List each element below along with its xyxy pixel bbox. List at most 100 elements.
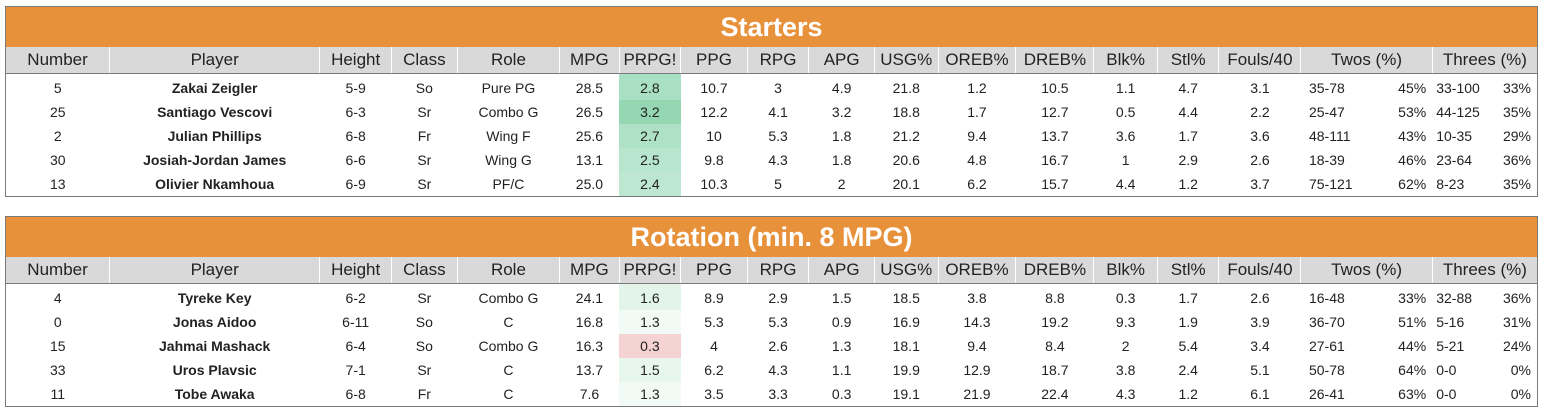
table-row: 11 Tobe Awaka 6-8 Fr C 7.6 1.3 3.5 3.3 0.3 19.1 21.… <box>6 382 1537 406</box>
header-row: Number Player Height Class Role MPG PRPG… <box>6 47 1537 74</box>
table-row: 33 Uros Plavsic 7-1 Sr C 13.7 1.5 6.2 4.3 1.1 19.9… <box>6 358 1537 382</box>
cell-ppg: 6.2 <box>704 362 724 378</box>
cell-twos-pct: 43% <box>1398 128 1427 144</box>
col-ppg: PPG <box>680 47 748 74</box>
cell-twos-made: 35-78 <box>1308 80 1345 96</box>
cell-apg: 1.8 <box>831 152 852 168</box>
cell-twos-made: 48-111 <box>1308 128 1351 144</box>
cell-prpg: 1.5 <box>619 358 681 382</box>
cell-oreb: 6.2 <box>967 176 987 192</box>
cell-usg: 18.8 <box>892 104 920 120</box>
cell-stl: 4.4 <box>1178 104 1198 120</box>
cell-apg: 1.8 <box>831 128 852 144</box>
cell-twos-pct: 53% <box>1398 104 1427 120</box>
col-stl: Stl% <box>1157 257 1220 284</box>
cell-oreb: 1.7 <box>967 104 987 120</box>
cell-threes-pct: 35% <box>1502 176 1531 192</box>
cell-rpg: 2.6 <box>768 338 788 354</box>
cell-dreb: 13.7 <box>1041 128 1069 144</box>
cell-twos-pct: 33% <box>1398 290 1427 306</box>
cell-dreb: 8.4 <box>1045 338 1065 354</box>
cell-threes-made: 44-125 <box>1436 104 1480 120</box>
cell-threes-made: 23-64 <box>1436 152 1473 168</box>
cell-role: Pure PG <box>481 80 536 96</box>
table-body: 4 Tyreke Key 6-2 Sr Combo G 24.1 1.6 8.9 2.9 1.5 1… <box>6 283 1537 406</box>
cell-stl: 1.9 <box>1178 314 1198 330</box>
cell-fouls: 2.6 <box>1250 152 1270 168</box>
cell-number: 5 <box>53 80 62 96</box>
starters-table: Starters Number Player Height Class Role… <box>5 6 1538 197</box>
cell-threes-pct: 0% <box>1510 362 1531 378</box>
col-dreb: DREB% <box>1015 257 1095 284</box>
cell-apg: 1.1 <box>831 362 852 378</box>
col-usg: USG% <box>874 257 939 284</box>
cell-stl: 2.4 <box>1178 362 1198 378</box>
cell-twos-made: 27-61 <box>1308 338 1345 354</box>
cell-role: C <box>503 386 514 402</box>
cell-stl: 4.7 <box>1178 80 1198 96</box>
cell-blk: 3.8 <box>1115 362 1136 378</box>
cell-ppg: 12.2 <box>700 104 728 120</box>
col-twos: Twos (%) <box>1300 47 1433 74</box>
cell-ppg: 8.9 <box>704 290 724 306</box>
cell-threes-pct: 36% <box>1502 290 1531 306</box>
cell-dreb: 19.2 <box>1041 314 1069 330</box>
table-row: 25 Santiago Vescovi 6-3 Sr Combo G 26.5 3.2 12.… <box>6 100 1537 124</box>
cell-twos-made: 16-48 <box>1308 290 1345 306</box>
cell-blk: 4.4 <box>1115 176 1136 192</box>
col-mpg: MPG <box>559 47 620 74</box>
cell-number: 4 <box>53 290 62 306</box>
col-apg: APG <box>808 257 875 284</box>
cell-class: Sr <box>417 104 432 120</box>
col-player: Player <box>109 47 321 74</box>
cell-height: 6-3 <box>345 104 366 120</box>
col-fouls: Fouls/40 <box>1218 257 1302 284</box>
cell-height: 6-4 <box>345 338 366 354</box>
table-row: 5 Zakai Zeigler 5-9 So Pure PG 28.5 2.8 10.7 3 4.… <box>6 73 1537 100</box>
cell-threes-pct: 31% <box>1502 314 1531 330</box>
cell-mpg: 24.1 <box>575 290 604 306</box>
cell-mpg: 13.1 <box>575 152 604 168</box>
cell-apg: 0.9 <box>831 314 852 330</box>
cell-mpg: 13.7 <box>575 362 604 378</box>
col-oreb: OREB% <box>938 47 1017 74</box>
cell-blk: 1.1 <box>1115 80 1136 96</box>
cell-rpg: 3 <box>774 80 782 96</box>
cell-number: 30 <box>49 152 66 168</box>
cell-dreb: 18.7 <box>1041 362 1069 378</box>
cell-number: 2 <box>53 128 62 144</box>
cell-role: Wing G <box>485 152 532 168</box>
cell-blk: 0.3 <box>1115 290 1136 306</box>
col-player: Player <box>109 257 321 284</box>
cell-player: Josiah-Jordan James <box>143 152 287 168</box>
cell-height: 7-1 <box>345 362 366 378</box>
cell-player: Jahmai Mashack <box>159 338 271 354</box>
cell-height: 6-2 <box>345 290 366 306</box>
table-row: 2 Julian Phillips 6-8 Fr Wing F 25.6 2.7 10 5.3 1… <box>6 124 1537 148</box>
cell-class: Sr <box>417 176 432 192</box>
cell-dreb: 10.5 <box>1041 80 1069 96</box>
cell-blk: 2 <box>1121 338 1130 354</box>
cell-stl: 2.9 <box>1178 152 1198 168</box>
cell-dreb: 12.7 <box>1041 104 1069 120</box>
cell-rpg: 4.1 <box>768 104 788 120</box>
stats-table: Number Player Height Class Role MPG PRPG… <box>6 47 1537 196</box>
cell-fouls: 2.6 <box>1250 290 1270 306</box>
cell-ppg: 4 <box>710 338 718 354</box>
col-height: Height <box>319 257 393 284</box>
cell-fouls: 6.1 <box>1250 386 1270 402</box>
cell-height: 6-6 <box>345 152 366 168</box>
cell-mpg: 25.0 <box>575 176 604 192</box>
cell-player: Zakai Zeigler <box>171 80 258 96</box>
cell-apg: 1.3 <box>831 338 852 354</box>
cell-prpg: 2.5 <box>619 148 681 172</box>
section-title: Rotation (min. 8 MPG) <box>6 217 1537 257</box>
cell-class: So <box>415 80 433 96</box>
col-oreb: OREB% <box>938 257 1017 284</box>
cell-ppg: 3.5 <box>704 386 724 402</box>
col-blk: Blk% <box>1093 47 1158 74</box>
col-ppg: PPG <box>680 257 748 284</box>
cell-threes-made: 32-88 <box>1436 290 1473 306</box>
cell-usg: 16.9 <box>892 314 920 330</box>
cell-threes-pct: 33% <box>1502 80 1531 96</box>
